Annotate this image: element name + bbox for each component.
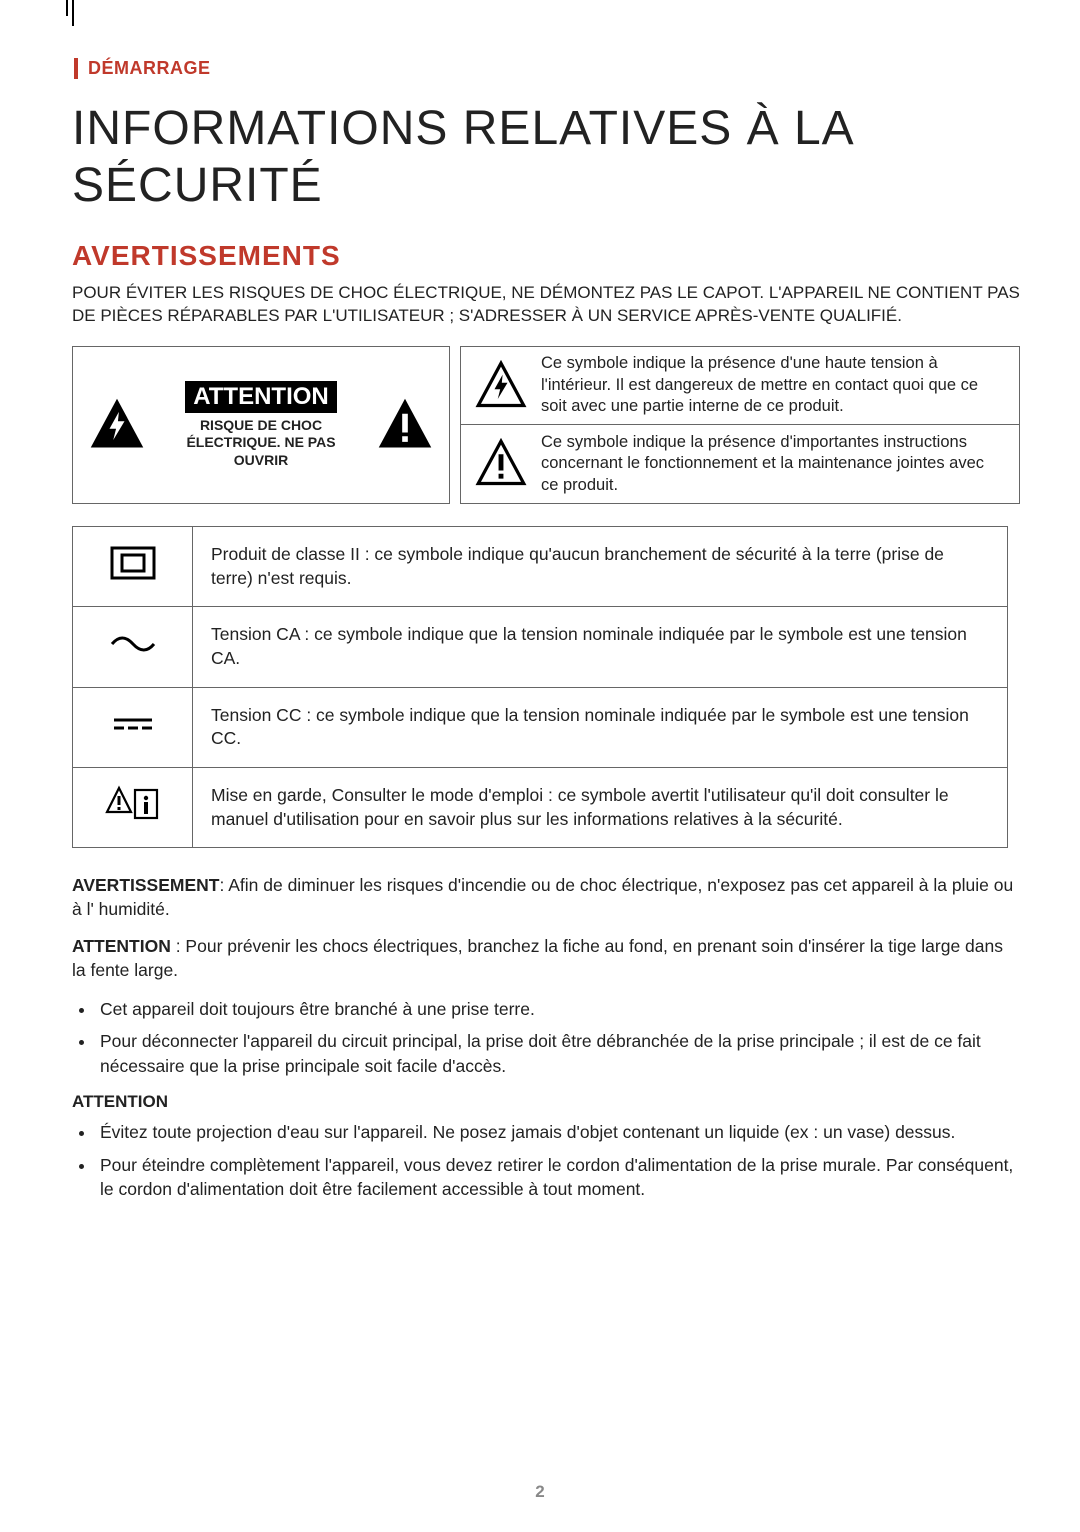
table-row: Produit de classe II : ce symbole indiqu… xyxy=(73,527,1008,607)
crop-mark xyxy=(66,0,68,16)
attention-box: ATTENTION RISQUE DE CHOC ÉLECTRIQUE. NE … xyxy=(72,346,450,504)
list-item: Cet appareil doit toujours être branché … xyxy=(96,997,1020,1022)
attention-label: ATTENTION xyxy=(185,381,337,413)
subtitle: AVERTISSEMENTS xyxy=(72,240,1020,272)
section-label: DÉMARRAGE xyxy=(74,58,1020,79)
table-row: Mise en garde, Consulter le mode d'emplo… xyxy=(73,767,1008,847)
table-text-cell: Tension CA : ce symbole indique que la t… xyxy=(193,607,1008,687)
attention-label-inline: ATTENTION xyxy=(72,936,171,956)
attention-subheading: ATTENTION xyxy=(72,1092,1020,1112)
symbol-table: Produit de classe II : ce symbole indiqu… xyxy=(72,526,1008,848)
table-icon-cell xyxy=(73,607,193,687)
symbol-notes: Ce symbole indique la présence d'une hau… xyxy=(460,346,1020,504)
symbol-note-text: Ce symbole indique la présence d'importa… xyxy=(541,432,1005,496)
intro-text: POUR ÉVITER LES RISQUES DE CHOC ÉLECTRIQ… xyxy=(72,282,1020,328)
exclamation-in-triangle-icon xyxy=(475,438,527,490)
table-icon-cell xyxy=(73,687,193,767)
page-title: INFORMATIONS RELATIVES À LA SÉCURITÉ xyxy=(72,101,1020,214)
attention-subtext: RISQUE DE CHOC ÉLECTRIQUE. NE PAS OUVRIR xyxy=(161,417,361,470)
symbol-note-text: Ce symbole indique la présence d'une hau… xyxy=(541,353,1005,417)
table-text-cell: Produit de classe II : ce symbole indiqu… xyxy=(193,527,1008,607)
dc-icon xyxy=(110,714,156,741)
ac-icon xyxy=(110,634,156,661)
attention-center: ATTENTION RISQUE DE CHOC ÉLECTRIQUE. NE … xyxy=(161,381,361,470)
symbol-note-row: Ce symbole indique la présence d'une hau… xyxy=(460,346,1020,425)
class2-icon xyxy=(110,546,156,587)
page-number: 2 xyxy=(0,1482,1080,1502)
exclamation-in-triangle-icon xyxy=(375,395,435,455)
manual-warning-icon xyxy=(105,784,161,831)
list-item: Évitez toute projection d'eau sur l'appa… xyxy=(96,1120,1020,1145)
crop-mark xyxy=(72,0,74,26)
attention-text: : Pour prévenir les chocs électriques, b… xyxy=(72,936,1003,980)
table-text-cell: Mise en garde, Consulter le mode d'emplo… xyxy=(193,767,1008,847)
symbol-note-row: Ce symbole indique la présence d'importa… xyxy=(460,425,1020,504)
list-item: Pour déconnecter l'appareil du circuit p… xyxy=(96,1029,1020,1078)
attention-paragraph: ATTENTION : Pour prévenir les chocs élec… xyxy=(72,935,1020,982)
bolt-in-triangle-icon xyxy=(87,395,147,455)
bolt-in-triangle-icon xyxy=(475,360,527,412)
table-icon-cell xyxy=(73,767,193,847)
warning-paragraph: AVERTISSEMENT: Afin de diminuer les risq… xyxy=(72,874,1020,921)
table-text-cell: Tension CC : ce symbole indique que la t… xyxy=(193,687,1008,767)
warning-label: AVERTISSEMENT xyxy=(72,875,219,895)
attention-row: ATTENTION RISQUE DE CHOC ÉLECTRIQUE. NE … xyxy=(72,346,1020,504)
table-row: Tension CA : ce symbole indique que la t… xyxy=(73,607,1008,687)
list-item: Pour éteindre complètement l'appareil, v… xyxy=(96,1153,1020,1202)
table-icon-cell xyxy=(73,527,193,607)
bullet-list-a: Cet appareil doit toujours être branché … xyxy=(96,997,1020,1079)
table-row: Tension CC : ce symbole indique que la t… xyxy=(73,687,1008,767)
bullet-list-b: Évitez toute projection d'eau sur l'appa… xyxy=(96,1120,1020,1202)
